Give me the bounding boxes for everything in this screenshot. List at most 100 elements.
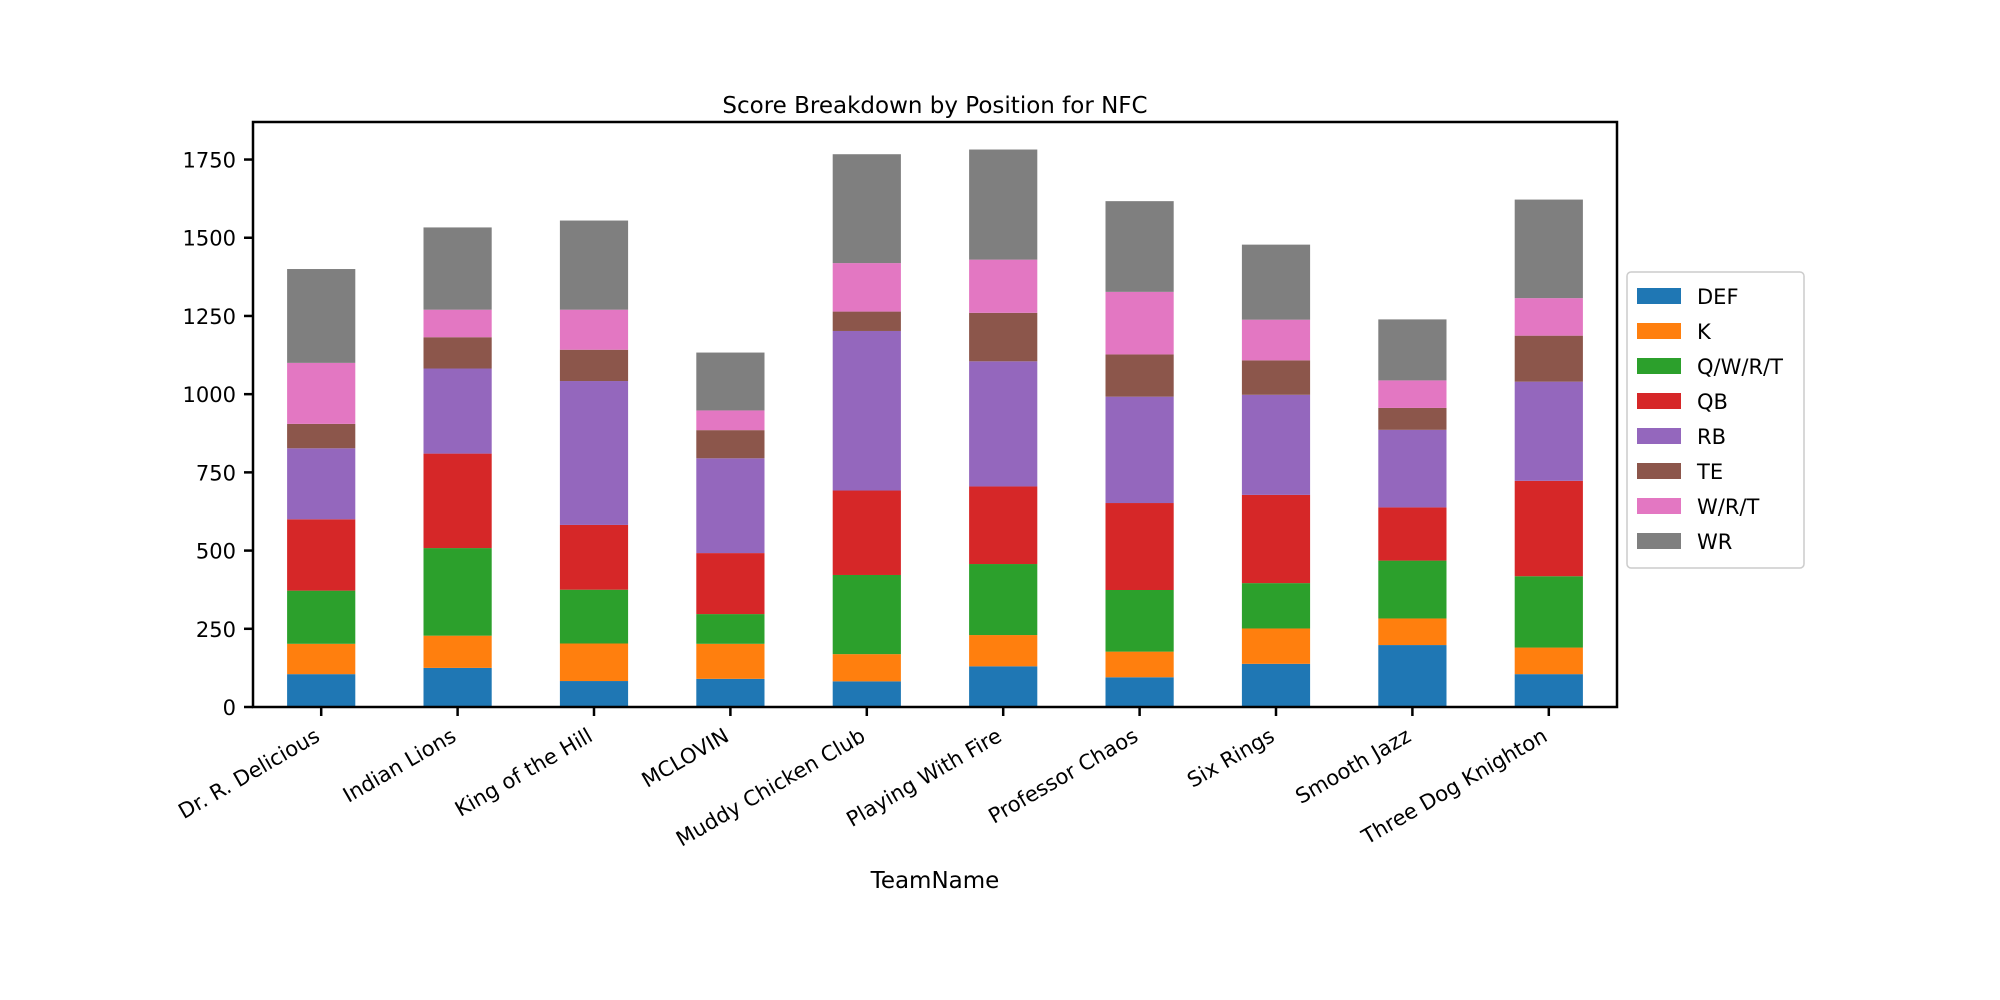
bar-segment-k-2 <box>559 643 629 682</box>
bar-segment-te-5 <box>969 312 1038 362</box>
bar-segment-w-r-t-3 <box>696 410 765 431</box>
legend-label: K <box>1697 320 1712 344</box>
bar-segment-wr-4 <box>832 154 901 264</box>
x-tick-label: Six Rings <box>1183 724 1278 793</box>
bar-segment-qb-5 <box>969 486 1038 565</box>
y-tick-label: 1750 <box>183 149 236 173</box>
bar-segment-w-r-t-2 <box>559 309 629 350</box>
legend-label: W/R/T <box>1697 495 1760 519</box>
bar-segment-wr-5 <box>969 149 1038 260</box>
bar-segment-def-3 <box>696 678 765 707</box>
bar-segment-wr-0 <box>287 269 356 363</box>
bar-segment-rb-0 <box>287 448 356 520</box>
bar-segment-k-8 <box>1378 618 1447 646</box>
bar-segment-rb-2 <box>559 381 629 525</box>
bar-segment-rb-4 <box>832 330 901 491</box>
legend-label: RB <box>1697 425 1726 449</box>
bar-segment-def-7 <box>1241 663 1311 707</box>
bar-segment-def-8 <box>1378 645 1447 707</box>
bar-segment-wr-3 <box>696 352 765 411</box>
bar-segment-wr-8 <box>1378 319 1447 381</box>
bar-segment-te-0 <box>287 423 356 449</box>
bar-segment-w-r-t-0 <box>287 362 356 424</box>
legend-label: Q/W/R/T <box>1697 355 1783 379</box>
bar-segment-te-4 <box>832 311 901 331</box>
legend-swatch <box>1637 533 1681 549</box>
bar-segment-def-5 <box>969 666 1038 707</box>
legend-swatch <box>1637 463 1681 479</box>
bar-segment-q-w-r-t-1 <box>423 548 492 636</box>
bar-segment-wr-9 <box>1514 199 1583 299</box>
bar-segment-k-6 <box>1105 651 1174 678</box>
bar-segment-w-r-t-4 <box>832 263 901 312</box>
bar-segment-qb-3 <box>696 553 765 615</box>
bar-segment-wr-6 <box>1105 201 1174 292</box>
bar-segment-wr-7 <box>1241 244 1311 320</box>
legend-label: QB <box>1697 390 1728 414</box>
bar-segment-te-3 <box>696 430 765 459</box>
y-tick-label: 750 <box>196 461 236 485</box>
bar-segment-qb-1 <box>423 453 492 549</box>
bar-segment-qb-4 <box>832 490 901 575</box>
bar-segment-rb-3 <box>696 458 765 554</box>
plot-frame <box>251 120 1619 709</box>
x-tick-label: Playing With Fire <box>842 724 1005 832</box>
bar-segment-q-w-r-t-6 <box>1105 590 1174 652</box>
y-tick-label: 0 <box>223 696 236 720</box>
bar-segment-q-w-r-t-5 <box>969 564 1038 636</box>
bar-segment-qb-8 <box>1378 507 1447 561</box>
bar-segment-qb-9 <box>1514 480 1583 577</box>
bar-segment-w-r-t-6 <box>1105 291 1174 355</box>
bar-segment-te-8 <box>1378 407 1447 430</box>
legend-frame <box>1626 271 1805 569</box>
x-tick-label: Indian Lions <box>339 724 460 808</box>
bar-segment-k-0 <box>287 643 356 675</box>
bar-segment-wr-2 <box>559 220 629 310</box>
legend-swatch <box>1637 288 1681 304</box>
bar-segment-q-w-r-t-0 <box>287 590 356 644</box>
bar-segment-te-1 <box>423 337 492 369</box>
y-tick-label: 250 <box>196 618 236 642</box>
y-axis: 0 250 500 750 1000 1250 1500 1750 <box>183 149 253 720</box>
legend: DEF K Q/W/R/T QB RB TE W/R/T WR <box>1626 271 1805 569</box>
bar-segment-wr-1 <box>423 227 492 310</box>
bar-segment-rb-1 <box>423 368 492 454</box>
bar-segment-te-9 <box>1514 335 1583 382</box>
y-tick-label: 500 <box>196 540 236 564</box>
bar-segment-k-5 <box>969 635 1038 667</box>
chart-title: Score Breakdown by Position for NFC <box>722 93 1147 119</box>
bar-segment-k-7 <box>1241 628 1311 664</box>
bar-segment-rb-7 <box>1241 394 1311 495</box>
x-tick-label: Smooth Jazz <box>1291 724 1415 809</box>
y-tick-label: 1250 <box>183 305 236 329</box>
bar-segment-qb-2 <box>559 524 629 590</box>
bar-segment-w-r-t-5 <box>969 259 1038 313</box>
bar-segment-k-3 <box>696 643 765 679</box>
bar-segment-te-6 <box>1105 354 1174 397</box>
bar-segment-te-2 <box>559 349 629 382</box>
legend-swatch <box>1637 393 1681 409</box>
legend-swatch <box>1637 323 1681 339</box>
bar-segment-def-2 <box>559 681 629 707</box>
bar-segment-rb-9 <box>1514 381 1583 481</box>
bar-segment-q-w-r-t-4 <box>832 574 901 655</box>
y-tick-label: 1000 <box>183 383 236 407</box>
bar-segment-k-4 <box>832 654 901 682</box>
bar-segment-q-w-r-t-7 <box>1241 583 1311 629</box>
bar-segment-def-0 <box>287 674 356 707</box>
bar-segment-q-w-r-t-9 <box>1514 576 1583 648</box>
legend-label: DEF <box>1697 285 1739 309</box>
bar-segment-w-r-t-7 <box>1241 319 1311 361</box>
bar-segment-w-r-t-1 <box>423 309 492 338</box>
bar-segment-rb-8 <box>1378 429 1447 508</box>
bar-segment-qb-0 <box>287 519 356 591</box>
bar-segment-qb-7 <box>1241 494 1311 584</box>
bars-layer <box>287 149 1583 707</box>
bar-segment-rb-6 <box>1105 396 1174 504</box>
legend-swatch <box>1637 498 1681 514</box>
bar-segment-rb-5 <box>969 361 1038 487</box>
bar-segment-q-w-r-t-2 <box>559 589 629 644</box>
y-tick-label: 1500 <box>183 227 236 251</box>
